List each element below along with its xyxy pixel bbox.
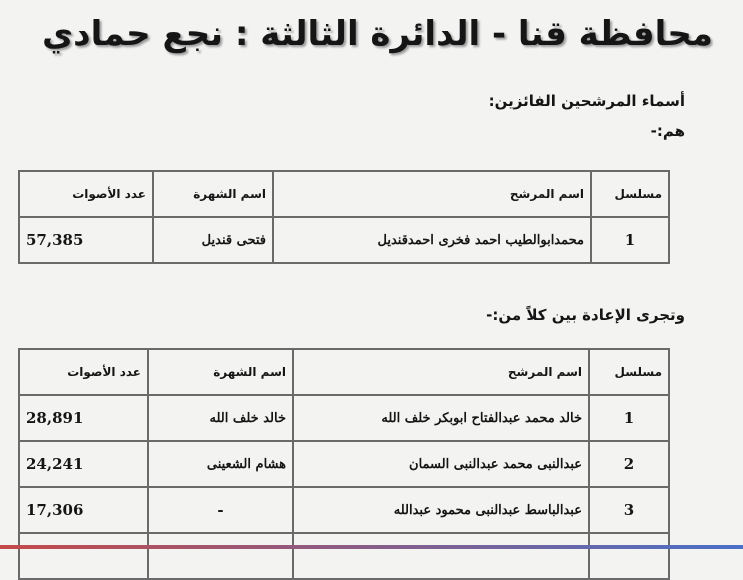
header-serial: مسلسل bbox=[588, 348, 670, 396]
cell-votes: 28,891 bbox=[18, 394, 149, 442]
winners-sublabel: هم:- bbox=[650, 122, 685, 140]
cell-nickname: هشام الشعينى bbox=[147, 440, 294, 488]
page-title: محافظة قنا - الدائرة الثالثة : نجع حمادي bbox=[41, 14, 714, 54]
cell-name: عبدالنبى محمد عبدالنبى السمان bbox=[292, 440, 590, 488]
cell-serial: 1 bbox=[590, 216, 670, 264]
table-header-row: مسلسل اسم المرشح اسم الشهرة عدد الأصوات bbox=[18, 170, 670, 218]
winners-label: أسماء المرشحين الفائزين: bbox=[488, 92, 685, 110]
cell-nickname: فتحى قنديل bbox=[152, 216, 274, 264]
cell-votes: 57,385 bbox=[18, 216, 154, 264]
winners-table: مسلسل اسم المرشح اسم الشهرة عدد الأصوات … bbox=[18, 170, 670, 264]
cell-serial: 3 bbox=[588, 486, 670, 534]
cell-serial: 1 bbox=[588, 394, 670, 442]
table-row: 1 خالد محمد عبدالفتاح ابوبكر خلف الله خا… bbox=[18, 394, 670, 442]
cell-name: خالد محمد عبدالفتاح ابوبكر خلف الله bbox=[292, 394, 590, 442]
cell-nickname: - bbox=[147, 486, 294, 534]
cell-name: محمدابوالطيب احمد فخرى احمدقنديل bbox=[272, 216, 592, 264]
table-row: 1 محمدابوالطيب احمد فخرى احمدقنديل فتحى … bbox=[18, 216, 670, 264]
header-votes: عدد الأصوات bbox=[18, 348, 149, 396]
header-nickname: اسم الشهرة bbox=[152, 170, 274, 218]
cell-serial: 2 bbox=[588, 440, 670, 488]
cell-votes: 24,241 bbox=[18, 440, 149, 488]
cell-name: عبدالباسط عبدالنبى محمود عبدالله bbox=[292, 486, 590, 534]
table-row: 2 عبدالنبى محمد عبدالنبى السمان هشام الش… bbox=[18, 440, 670, 488]
cell-nickname: خالد خلف الله bbox=[147, 394, 294, 442]
header-name: اسم المرشح bbox=[292, 348, 590, 396]
table-row-partial bbox=[18, 532, 670, 580]
header-name: اسم المرشح bbox=[272, 170, 592, 218]
runoff-label: وتجرى الإعادة بين كلاً من:- bbox=[486, 306, 685, 324]
header-votes: عدد الأصوات bbox=[18, 170, 154, 218]
header-serial: مسلسل bbox=[590, 170, 670, 218]
cell-votes: 17,306 bbox=[18, 486, 149, 534]
header-nickname: اسم الشهرة bbox=[147, 348, 294, 396]
bottom-divider bbox=[0, 545, 743, 549]
table-header-row: مسلسل اسم المرشح اسم الشهرة عدد الأصوات bbox=[18, 348, 670, 396]
table-row: 3 عبدالباسط عبدالنبى محمود عبدالله - 17,… bbox=[18, 486, 670, 534]
